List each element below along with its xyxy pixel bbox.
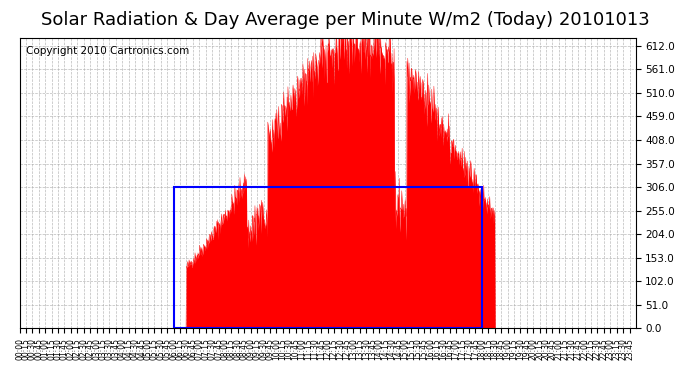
- Text: Solar Radiation & Day Average per Minute W/m2 (Today) 20101013: Solar Radiation & Day Average per Minute…: [41, 11, 649, 29]
- Bar: [174, 187, 482, 328]
- Text: Copyright 2010 Cartronics.com: Copyright 2010 Cartronics.com: [26, 46, 189, 56]
